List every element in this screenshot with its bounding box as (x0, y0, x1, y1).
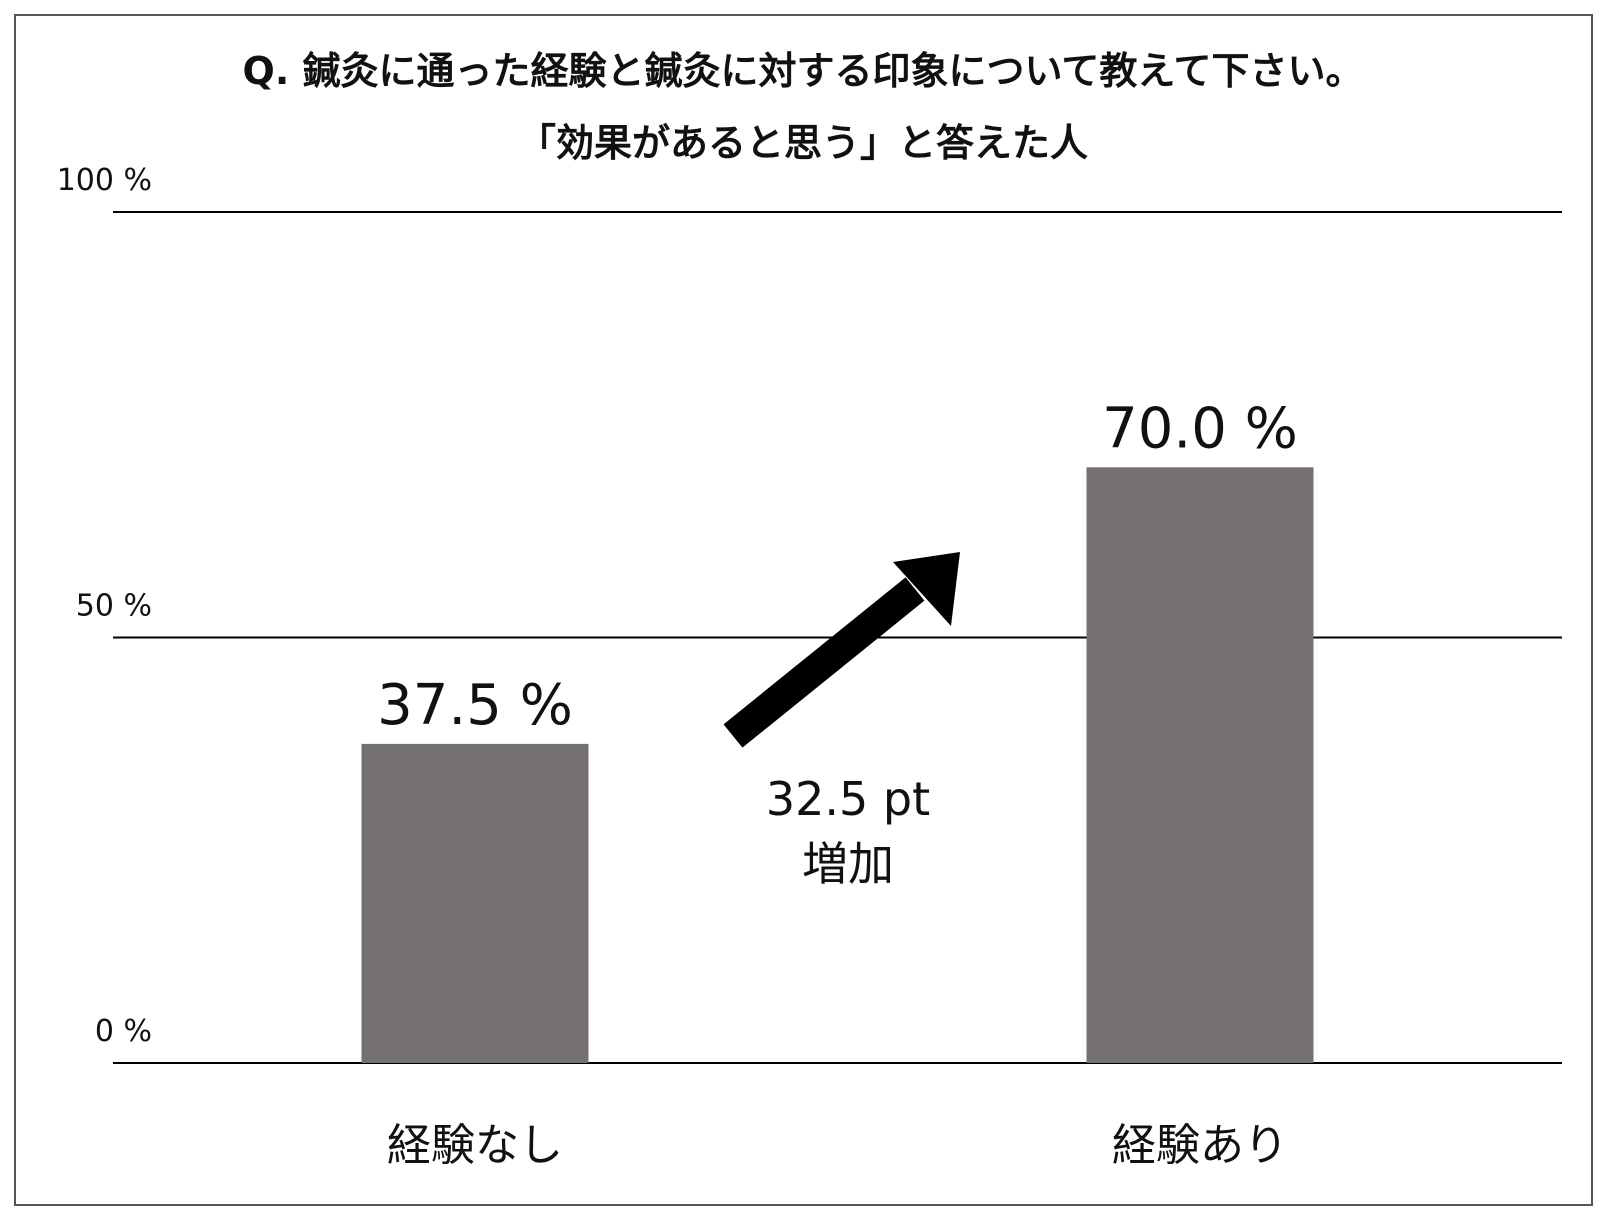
annotation: 32.5 pt (766, 772, 930, 826)
chart-subtitle: 「効果があると思う」と答えた人 (518, 121, 1088, 165)
value-label: 70.0 % (1102, 396, 1298, 461)
bar (1086, 467, 1314, 1063)
x-tick-label: 経験なし (387, 1120, 563, 1171)
bar (361, 743, 589, 1063)
y-tick-label: 0 % (95, 1014, 152, 1049)
x-tick-label: 経験あり (1112, 1120, 1288, 1171)
value-label: 37.5 % (377, 673, 573, 738)
y-tick-label: 100 % (57, 163, 152, 198)
arrow-head (893, 552, 960, 626)
arrow (723, 552, 960, 748)
frame (14, 14, 1593, 1206)
annotation: 増加 (802, 837, 894, 891)
y-tick-label: 50 % (76, 589, 152, 624)
chart-title: Q. 鍼灸に通った経験と鍼灸に対する印象について教えて下さい。 (243, 49, 1364, 93)
arrow-shaft (723, 577, 925, 748)
